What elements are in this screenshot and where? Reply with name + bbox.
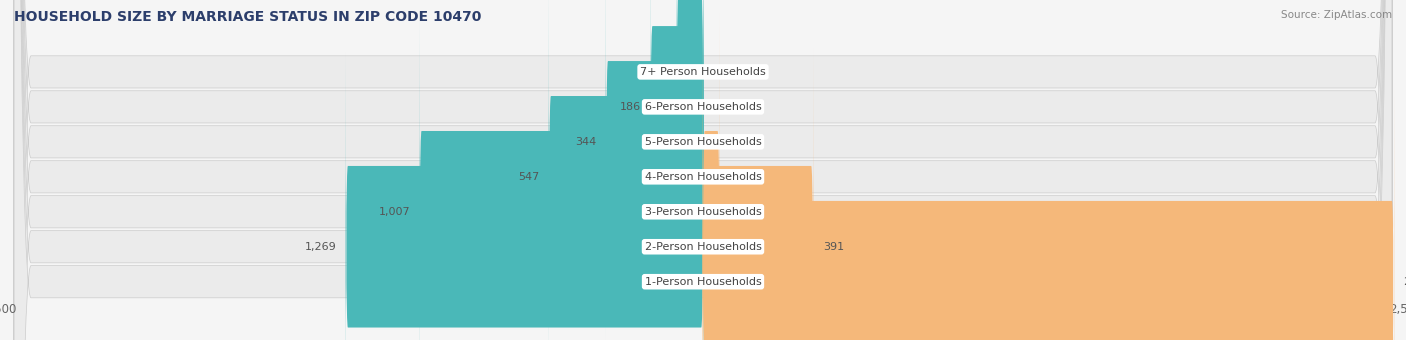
FancyBboxPatch shape [703,48,814,340]
Text: 1,007: 1,007 [378,207,411,217]
Text: 344: 344 [575,137,596,147]
FancyBboxPatch shape [14,0,1392,340]
Text: 5-Person Households: 5-Person Households [644,137,762,147]
FancyBboxPatch shape [14,0,1392,340]
Text: 0: 0 [713,172,720,182]
Text: 2-Person Households: 2-Person Households [644,242,762,252]
Text: HOUSEHOLD SIZE BY MARRIAGE STATUS IN ZIP CODE 10470: HOUSEHOLD SIZE BY MARRIAGE STATUS IN ZIP… [14,10,481,24]
Text: 3-Person Households: 3-Person Households [644,207,762,217]
FancyBboxPatch shape [676,0,703,271]
FancyBboxPatch shape [419,13,703,340]
Text: 0: 0 [713,102,720,112]
FancyBboxPatch shape [14,0,1392,340]
FancyBboxPatch shape [346,48,703,340]
Text: 6-Person Households: 6-Person Households [644,102,762,112]
FancyBboxPatch shape [14,0,1392,340]
FancyBboxPatch shape [14,0,1392,340]
Text: 0: 0 [713,137,720,147]
Text: 93: 93 [652,67,666,77]
Text: Source: ZipAtlas.com: Source: ZipAtlas.com [1281,10,1392,20]
Text: 0: 0 [713,67,720,77]
FancyBboxPatch shape [14,0,1392,340]
Text: 1,269: 1,269 [305,242,336,252]
FancyBboxPatch shape [606,0,703,340]
Text: 4-Person Households: 4-Person Households [644,172,762,182]
FancyBboxPatch shape [650,0,703,306]
FancyBboxPatch shape [703,83,1395,340]
Text: 1-Person Households: 1-Person Households [644,277,762,287]
Text: 547: 547 [517,172,540,182]
FancyBboxPatch shape [703,13,720,340]
FancyBboxPatch shape [548,0,703,340]
Text: 7+ Person Households: 7+ Person Households [640,67,766,77]
Text: 186: 186 [620,102,641,112]
Text: 391: 391 [823,242,844,252]
Text: 2,456: 2,456 [1403,277,1406,287]
Text: 58: 58 [730,207,744,217]
FancyBboxPatch shape [14,0,1392,340]
